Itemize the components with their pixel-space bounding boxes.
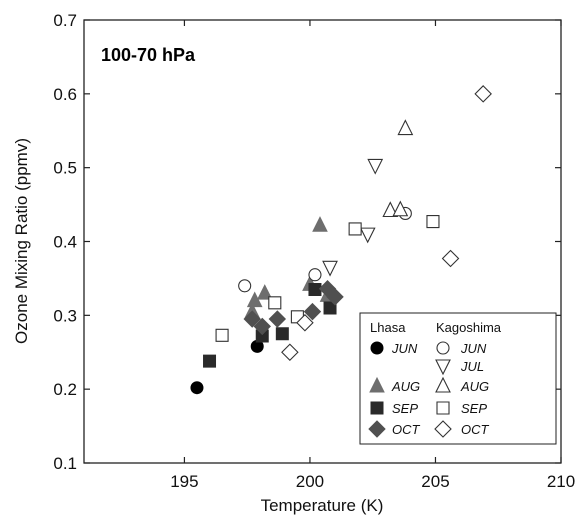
- kagoshima-jul-point: [367, 158, 384, 175]
- x-tick-label: 205: [421, 472, 449, 491]
- kagoshima-jun-point: [238, 279, 252, 293]
- legend-label-kagoshima-oct: OCT: [461, 422, 490, 437]
- legend-header-lhasa: Lhasa: [370, 320, 406, 335]
- lhasa-jun-point: [190, 381, 204, 395]
- legend-marker-lhasa-oct: [368, 420, 386, 438]
- kagoshima-sep-point: [268, 296, 282, 310]
- lhasa-oct-point: [326, 288, 344, 306]
- lhasa-sep-point: [203, 354, 217, 368]
- y-tick-label: 0.7: [53, 11, 77, 30]
- x-tick-label: 210: [547, 472, 575, 491]
- legend-marker-kagoshima-jun: [436, 341, 450, 355]
- kagoshima-jun-point: [308, 268, 322, 282]
- lhasa-oct-point: [243, 310, 261, 328]
- data-points: [190, 85, 492, 395]
- lhasa-oct-point: [253, 317, 271, 336]
- legend-marker-lhasa-aug: [369, 376, 385, 393]
- kagoshima-sep-point: [348, 222, 362, 236]
- panel-label: 100-70 hPa: [101, 45, 196, 65]
- lhasa-aug-point: [256, 284, 273, 300]
- legend-label-lhasa-aug: AUG: [391, 379, 420, 394]
- y-tick-label: 0.3: [53, 306, 77, 325]
- legend: Lhasa Kagoshima JUN AUG SEP OCT JUN JUL AUG SEP…: [359, 312, 557, 445]
- x-tick-label: 200: [296, 472, 324, 491]
- lhasa-oct-point: [268, 310, 287, 328]
- y-tick-label: 0.4: [53, 233, 77, 252]
- kagoshima-aug-point: [392, 200, 409, 217]
- y-tick-label: 0.6: [53, 85, 77, 104]
- lhasa-oct-point: [303, 302, 322, 321]
- legend-label-lhasa-oct: OCT: [392, 422, 421, 437]
- kagoshima-jul-point: [359, 227, 376, 244]
- legend-marker-kagoshima-aug: [435, 376, 451, 393]
- legend-marker-kagoshima-oct: [434, 420, 452, 438]
- lhasa-sep-point: [308, 282, 322, 296]
- legend-marker-lhasa-sep: [370, 401, 384, 415]
- y-tick-label: 0.1: [53, 454, 77, 473]
- legend-marker-lhasa-jun: [370, 341, 384, 355]
- legend-label-lhasa-jun: JUN: [391, 341, 418, 356]
- legend-label-kagoshima-aug: AUG: [460, 379, 489, 394]
- x-axis-title: Temperature (K): [261, 496, 384, 515]
- lhasa-sep-point: [275, 327, 289, 341]
- kagoshima-aug-point: [382, 201, 399, 218]
- legend-label-lhasa-sep: SEP: [392, 401, 418, 416]
- kagoshima-oct-point: [474, 85, 492, 103]
- kagoshima-oct-point: [296, 313, 314, 332]
- kagoshima-jul-point: [322, 260, 338, 277]
- kagoshima-sep-point: [426, 215, 440, 229]
- kagoshima-aug-point: [397, 119, 414, 136]
- legend-marker-kagoshima-sep: [436, 401, 450, 415]
- legend-label-kagoshima-sep: SEP: [461, 401, 487, 416]
- legend-header-kagoshima: Kagoshima: [436, 320, 502, 335]
- legend-box: [359, 312, 557, 445]
- y-tick-label: 0.2: [53, 380, 77, 399]
- kagoshima-oct-point: [281, 343, 299, 362]
- axis-ticks: 195 200 205 210 0.1 0.2 0.3 0.4 0.5 0.6 0.7: [53, 11, 575, 491]
- kagoshima-oct-point: [441, 249, 460, 268]
- x-tick-label: 195: [170, 472, 198, 491]
- y-tick-label: 0.5: [53, 159, 77, 178]
- legend-marker-kagoshima-jul: [435, 359, 451, 376]
- legend-label-kagoshima-jul: JUL: [460, 359, 484, 374]
- y-axis-title: Ozone Mixing Ratio (ppmv): [12, 138, 31, 344]
- lhasa-aug-point: [312, 216, 328, 232]
- legend-label-kagoshima-jun: JUN: [460, 341, 487, 356]
- legend-rows: JUN AUG SEP OCT JUN JUL AUG SEP OCT: [368, 341, 490, 438]
- kagoshima-sep-point: [215, 328, 229, 342]
